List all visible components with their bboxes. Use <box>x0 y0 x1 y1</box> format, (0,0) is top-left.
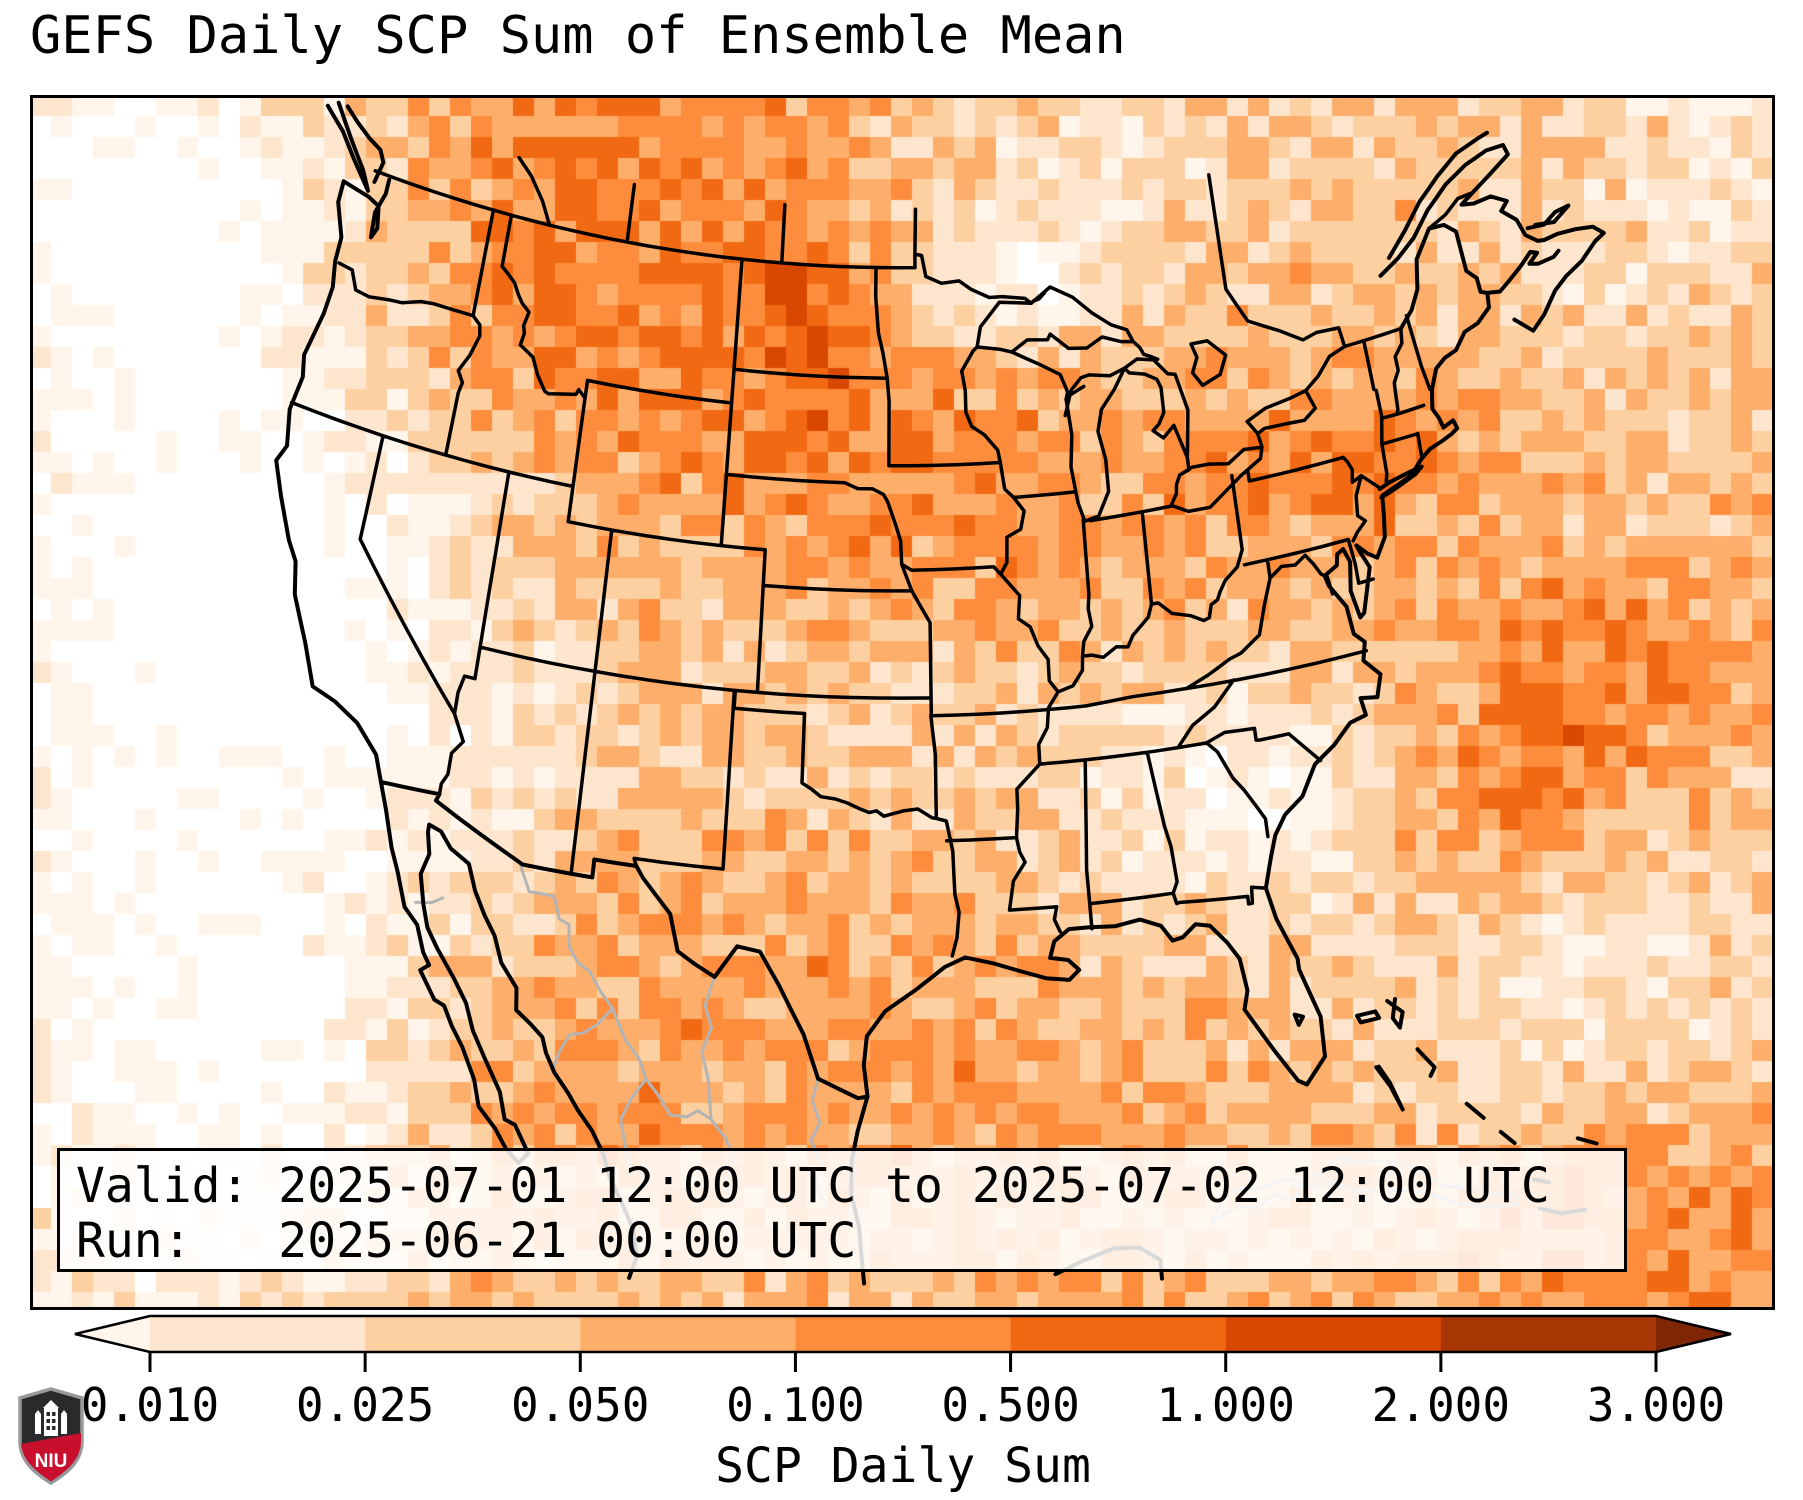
colorbar-tick-label: 0.100 <box>726 1378 865 1432</box>
colorbar-segment <box>365 1316 581 1352</box>
map-panel: Valid: 2025-07-01 12:00 UTC to 2025-07-0… <box>30 95 1775 1310</box>
colorbar-segment <box>1225 1316 1442 1352</box>
colorbar-tick-label: 0.010 <box>80 1378 220 1432</box>
run-time-text: Run: 2025-06-21 00:00 UTC <box>76 1213 857 1269</box>
info-box: Valid: 2025-07-01 12:00 UTC to 2025-07-0… <box>57 1148 1627 1272</box>
colorbar <box>74 1314 1732 1372</box>
colorbar-tick-label: 0.025 <box>295 1378 435 1432</box>
colorbar-axis-label: SCP Daily Sum <box>715 1438 1091 1494</box>
colorbar-segment <box>1440 1316 1657 1352</box>
basemap-svg <box>30 95 1775 1310</box>
castle-icon <box>35 1400 67 1436</box>
map-frame <box>30 95 1775 1310</box>
colorbar-segment <box>1010 1316 1227 1352</box>
colorbar-tick-label: 1.000 <box>1156 1378 1295 1432</box>
valid-time-text: Valid: 2025-07-01 12:00 UTC to 2025-07-0… <box>76 1158 1550 1214</box>
colorbar-tick-label: 0.050 <box>511 1378 650 1432</box>
colorbar-under-arrow <box>75 1316 150 1352</box>
colorbar-segment <box>150 1316 366 1352</box>
colorbar-tick-label: 3.000 <box>1586 1378 1726 1432</box>
coastlines <box>274 100 1606 1286</box>
logo-niu-text: NIU <box>35 1451 68 1472</box>
scp-heatmap-canvas <box>30 95 1775 1310</box>
figure-title: GEFS Daily SCP Sum of Ensemble Mean <box>30 6 1126 66</box>
state-borders <box>289 155 1473 958</box>
colorbar-segment <box>580 1316 797 1352</box>
colorbar-over-arrow <box>1656 1316 1731 1352</box>
logo-red-band <box>21 1433 81 1482</box>
colorbar-tick-label: 0.500 <box>941 1378 1080 1432</box>
niu-logo: NIU <box>18 1387 84 1486</box>
colorbar-tick-label: 2.000 <box>1371 1378 1511 1432</box>
colorbar-segment <box>795 1316 1012 1352</box>
